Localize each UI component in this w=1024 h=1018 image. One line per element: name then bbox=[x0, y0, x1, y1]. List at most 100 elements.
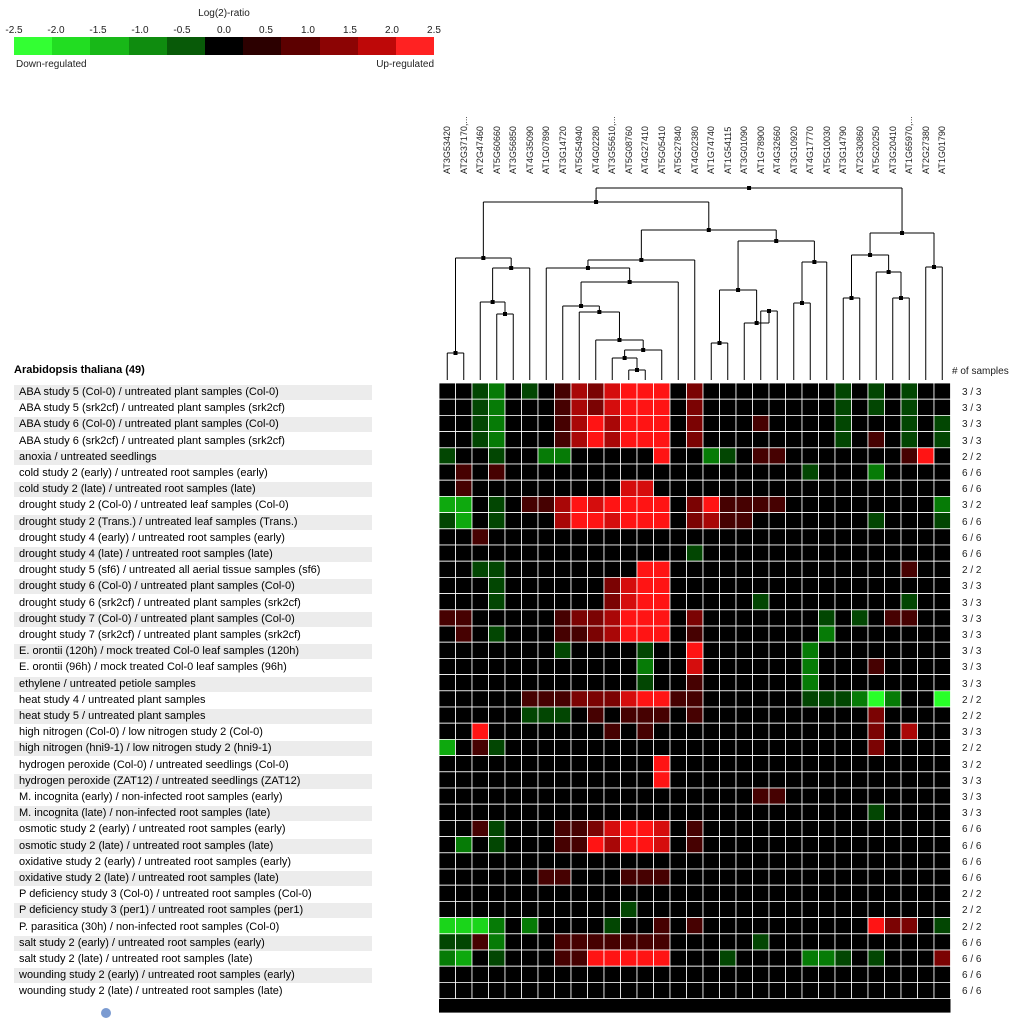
heatmap-cell[interactable] bbox=[504, 755, 522, 773]
heatmap-cell[interactable] bbox=[801, 690, 819, 708]
heatmap-cell[interactable] bbox=[504, 609, 522, 627]
heatmap-cell[interactable] bbox=[900, 868, 918, 886]
heatmap-cell[interactable] bbox=[488, 771, 506, 789]
heatmap-cell[interactable] bbox=[719, 463, 737, 481]
heatmap-cell[interactable] bbox=[752, 544, 770, 562]
heatmap-cell[interactable] bbox=[438, 803, 456, 821]
heatmap-cell[interactable] bbox=[917, 771, 935, 789]
heatmap-cell[interactable] bbox=[917, 544, 935, 562]
heatmap-cell[interactable] bbox=[653, 722, 671, 740]
heatmap-cell[interactable] bbox=[834, 965, 852, 983]
heatmap-cell[interactable] bbox=[438, 965, 456, 983]
heatmap-cell[interactable] bbox=[653, 512, 671, 530]
heatmap-cell[interactable] bbox=[554, 382, 572, 400]
heatmap-cell[interactable] bbox=[603, 739, 621, 757]
heatmap-cell[interactable] bbox=[719, 820, 737, 838]
heatmap-cell[interactable] bbox=[801, 771, 819, 789]
scroll-indicator[interactable] bbox=[101, 1008, 111, 1018]
heatmap-cell[interactable] bbox=[917, 658, 935, 676]
heatmap-cell[interactable] bbox=[537, 463, 555, 481]
heatmap-cell[interactable] bbox=[884, 706, 902, 724]
heatmap-cell[interactable] bbox=[653, 544, 671, 562]
heatmap-cell[interactable] bbox=[570, 917, 588, 935]
heatmap-cell[interactable] bbox=[917, 803, 935, 821]
heatmap-cell[interactable] bbox=[471, 836, 489, 854]
heatmap-cell[interactable] bbox=[587, 755, 605, 773]
heatmap-cell[interactable] bbox=[570, 965, 588, 983]
heatmap-cell[interactable] bbox=[768, 512, 786, 530]
heatmap-cell[interactable] bbox=[900, 820, 918, 838]
heatmap-cell[interactable] bbox=[488, 512, 506, 530]
heatmap-cell[interactable] bbox=[620, 479, 638, 497]
heatmap-cell[interactable] bbox=[570, 771, 588, 789]
heatmap-cell[interactable] bbox=[719, 949, 737, 967]
heatmap-cell[interactable] bbox=[438, 463, 456, 481]
heatmap-cell[interactable] bbox=[900, 641, 918, 659]
heatmap-cell[interactable] bbox=[917, 593, 935, 611]
heatmap-cell[interactable] bbox=[801, 658, 819, 676]
heatmap-cell[interactable] bbox=[603, 722, 621, 740]
heatmap-cell[interactable] bbox=[636, 739, 654, 757]
heatmap-cell[interactable] bbox=[884, 609, 902, 627]
heatmap-cell[interactable] bbox=[488, 901, 506, 919]
heatmap-cell[interactable] bbox=[702, 431, 720, 449]
heatmap-cell[interactable] bbox=[570, 414, 588, 432]
heatmap-cell[interactable] bbox=[867, 771, 885, 789]
heatmap-cell[interactable] bbox=[521, 414, 539, 432]
heatmap-cell[interactable] bbox=[488, 949, 506, 967]
heatmap-cell[interactable] bbox=[801, 528, 819, 546]
heatmap-cell[interactable] bbox=[702, 852, 720, 870]
heatmap-cell[interactable] bbox=[801, 560, 819, 578]
heatmap-cell[interactable] bbox=[488, 658, 506, 676]
heatmap-cell[interactable] bbox=[933, 933, 951, 951]
heatmap-cell[interactable] bbox=[438, 528, 456, 546]
heatmap-cell[interactable] bbox=[752, 414, 770, 432]
heatmap-cell[interactable] bbox=[818, 398, 836, 416]
heatmap-cell[interactable] bbox=[686, 431, 704, 449]
heatmap-cell[interactable] bbox=[455, 479, 473, 497]
heatmap-cell[interactable] bbox=[471, 658, 489, 676]
heatmap-cell[interactable] bbox=[834, 625, 852, 643]
heatmap-cell[interactable] bbox=[653, 382, 671, 400]
heatmap-cell[interactable] bbox=[735, 917, 753, 935]
heatmap-cell[interactable] bbox=[917, 868, 935, 886]
heatmap-cell[interactable] bbox=[488, 722, 506, 740]
heatmap-cell[interactable] bbox=[933, 577, 951, 595]
heatmap-cell[interactable] bbox=[570, 382, 588, 400]
heatmap-cell[interactable] bbox=[570, 593, 588, 611]
heatmap-cell[interactable] bbox=[768, 625, 786, 643]
heatmap-cell[interactable] bbox=[455, 593, 473, 611]
heatmap-cell[interactable] bbox=[455, 674, 473, 692]
heatmap-cell[interactable] bbox=[603, 495, 621, 513]
heatmap-cell[interactable] bbox=[455, 771, 473, 789]
heatmap-cell[interactable] bbox=[455, 577, 473, 595]
heatmap-cell[interactable] bbox=[719, 917, 737, 935]
heatmap-cell[interactable] bbox=[884, 674, 902, 692]
heatmap-cell[interactable] bbox=[554, 933, 572, 951]
heatmap-cell[interactable] bbox=[735, 722, 753, 740]
heatmap-cell[interactable] bbox=[834, 560, 852, 578]
heatmap-cell[interactable] bbox=[867, 431, 885, 449]
heatmap-cell[interactable] bbox=[719, 722, 737, 740]
heatmap-cell[interactable] bbox=[570, 528, 588, 546]
heatmap-cell[interactable] bbox=[719, 512, 737, 530]
heatmap-cell[interactable] bbox=[620, 722, 638, 740]
heatmap-cell[interactable] bbox=[554, 528, 572, 546]
heatmap-cell[interactable] bbox=[471, 382, 489, 400]
heatmap-cell[interactable] bbox=[636, 641, 654, 659]
heatmap-cell[interactable] bbox=[702, 803, 720, 821]
heatmap-cell[interactable] bbox=[801, 512, 819, 530]
heatmap-cell[interactable] bbox=[455, 901, 473, 919]
heatmap-cell[interactable] bbox=[537, 382, 555, 400]
heatmap-cell[interactable] bbox=[653, 593, 671, 611]
heatmap-cell[interactable] bbox=[719, 414, 737, 432]
heatmap-cell[interactable] bbox=[900, 982, 918, 1000]
heatmap-cell[interactable] bbox=[768, 463, 786, 481]
heatmap-cell[interactable] bbox=[851, 868, 869, 886]
heatmap-cell[interactable] bbox=[818, 965, 836, 983]
heatmap-cell[interactable] bbox=[702, 933, 720, 951]
heatmap-cell[interactable] bbox=[702, 641, 720, 659]
heatmap-cell[interactable] bbox=[884, 447, 902, 465]
heatmap-cell[interactable] bbox=[636, 803, 654, 821]
heatmap-cell[interactable] bbox=[917, 965, 935, 983]
